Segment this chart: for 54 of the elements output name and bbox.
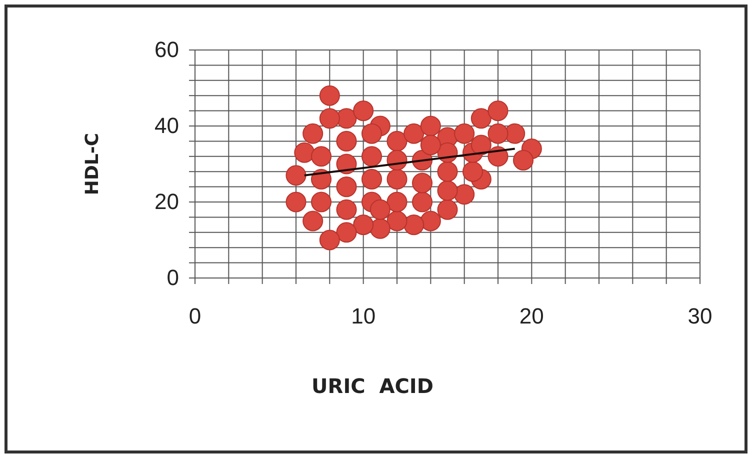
- point: [361, 123, 382, 144]
- x-axis-title: URIC ACID: [312, 374, 434, 398]
- point: [302, 123, 324, 144]
- y-axis-title: HDL-C: [82, 132, 103, 196]
- point: [462, 161, 484, 182]
- point: [353, 100, 374, 122]
- point: [420, 210, 441, 232]
- point: [319, 230, 340, 250]
- x-tick-label: 0: [188, 304, 202, 329]
- point: [336, 130, 357, 152]
- point: [319, 85, 340, 106]
- point: [454, 184, 475, 205]
- point: [386, 130, 408, 152]
- point: [488, 123, 508, 144]
- point: [504, 123, 526, 144]
- point: [361, 146, 382, 167]
- point: [488, 100, 508, 122]
- point: [437, 199, 458, 220]
- point: [302, 210, 324, 232]
- point: [454, 123, 475, 144]
- point: [370, 199, 390, 220]
- x-tick-label: 20: [519, 304, 544, 329]
- y-tick-label: 0: [166, 265, 179, 290]
- point: [437, 161, 458, 182]
- y-tick-label: 60: [154, 37, 179, 62]
- point: [353, 214, 374, 236]
- point: [336, 222, 357, 243]
- point: [286, 165, 306, 186]
- point: [386, 192, 408, 212]
- point: [404, 214, 424, 236]
- point: [420, 116, 441, 136]
- point: [310, 146, 332, 167]
- point: [286, 192, 306, 212]
- point: [470, 108, 492, 129]
- point: [361, 168, 382, 190]
- point: [512, 150, 534, 170]
- point: [294, 142, 315, 163]
- y-tick-label: 20: [154, 189, 179, 214]
- point: [310, 192, 332, 212]
- point: [470, 134, 492, 156]
- point: [404, 123, 424, 144]
- point: [386, 210, 408, 232]
- point: [412, 192, 433, 212]
- y-tick-label: 40: [154, 113, 179, 138]
- x-tick-label: 10: [351, 304, 376, 329]
- point: [319, 108, 340, 129]
- x-tick-label: 30: [688, 304, 712, 329]
- point: [336, 199, 357, 220]
- point: [420, 134, 441, 156]
- point: [386, 168, 408, 190]
- point: [437, 180, 458, 201]
- point: [370, 218, 390, 239]
- point: [412, 172, 433, 194]
- point: [336, 176, 357, 198]
